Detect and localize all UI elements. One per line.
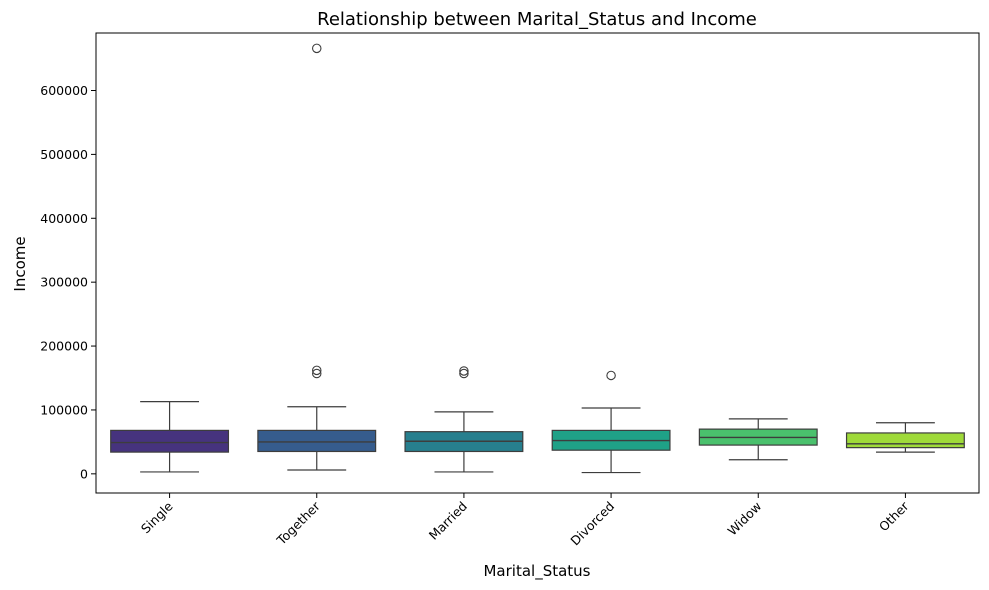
box-married	[404, 366, 524, 473]
outlier-point	[311, 365, 322, 376]
outlier-point	[311, 368, 322, 379]
box-other	[845, 422, 965, 453]
x-tick-label: Married	[426, 499, 470, 543]
box-iqr	[257, 429, 377, 453]
y-tick-label: 500000	[40, 147, 88, 162]
outlier-point	[459, 368, 469, 379]
box-plot-series	[110, 43, 965, 474]
box-iqr	[845, 432, 965, 449]
box-divorced	[551, 370, 671, 474]
x-tick-label: Together	[273, 498, 323, 548]
outlier-point	[606, 370, 616, 381]
box-widow	[698, 418, 818, 461]
box-together	[257, 43, 377, 471]
box-single	[110, 401, 230, 473]
outlier-point	[311, 43, 322, 54]
x-axis-label: Marital_Status	[483, 562, 590, 581]
box-iqr	[110, 429, 230, 453]
y-axis-label: Income	[11, 236, 29, 291]
x-axis: Single Together Married Divorced Widow Other	[138, 493, 912, 548]
y-tick-label: 400000	[40, 211, 88, 226]
y-tick-label: 200000	[40, 339, 88, 354]
chart-title: Relationship between Marital_Status and …	[317, 9, 757, 30]
plot-frame	[95, 32, 980, 494]
x-tick-label: Widow	[725, 499, 765, 539]
x-tick-label: Divorced	[567, 499, 617, 549]
y-tick-label: 100000	[40, 402, 88, 417]
plot-area	[95, 32, 980, 494]
outlier-point	[459, 366, 469, 376]
y-axis: 0 100000 200000 300000 400000 500000 600000	[40, 83, 96, 481]
y-tick-label: 300000	[40, 275, 88, 290]
x-tick-label: Single	[138, 498, 176, 536]
y-tick-label: 600000	[40, 83, 88, 98]
y-tick-label: 0	[80, 466, 88, 481]
x-tick-label: Other	[876, 498, 912, 534]
